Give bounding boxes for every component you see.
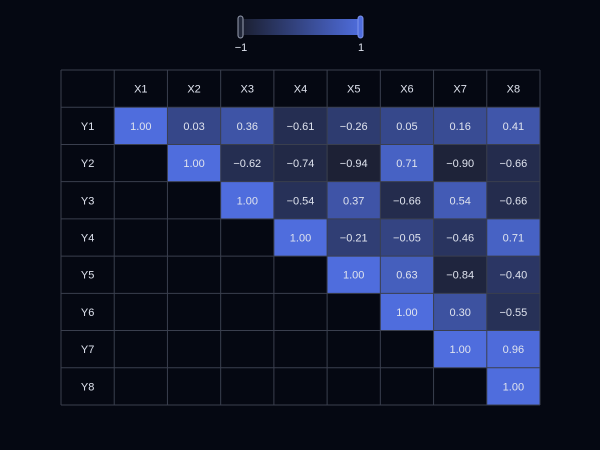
row-label: Y7 [81,344,94,356]
column-label: X2 [187,84,200,96]
legend-min-label: −1 [235,42,248,54]
heatmap-grid [60,69,541,406]
heatmap-cell [220,144,274,182]
heatmap-cell [486,330,540,368]
heatmap-cell [327,144,381,182]
heatmap-cell [486,218,540,257]
cell-value-label: 0.30 [449,307,470,319]
heatmap-cell [327,256,381,294]
heatmap-cell [380,218,434,257]
row-label: Y3 [81,195,94,207]
column-label: X3 [241,84,254,96]
cell-value-label: −0.46 [446,233,474,245]
heatmap-cell [433,107,487,145]
cell-value-label: 1.00 [503,381,524,393]
heatmap-cell [273,144,328,182]
heatmap-cell [273,107,328,145]
column-label: X8 [507,84,520,96]
heatmap-cell [486,293,540,331]
legend-gradient-bar [241,19,361,35]
cell-value-label: 1.00 [449,344,470,356]
row-label: Y5 [81,270,94,282]
heatmap-cell [273,218,328,257]
cell-value-label: 0.71 [396,158,417,170]
heatmap-cell [380,256,434,294]
cell-value-label: −0.90 [446,158,474,170]
cell-value-label: 0.03 [183,121,204,133]
heatmap-cell [486,256,540,294]
cell-value-label: −0.05 [393,233,421,245]
heatmap-cell [380,181,434,219]
heatmap-cells: 1.00 0.03 0.36 −0.61 −0.26 0.05 0.16 0.41 1.00 −0… [114,107,540,405]
cell-value-label: −0.66 [499,195,527,207]
heatmap-cell [486,367,540,405]
cell-value-label: −0.26 [340,121,368,133]
cell-value-label: −0.94 [340,158,368,170]
row-label: Y2 [81,158,94,170]
heatmap-cell [327,107,381,145]
heatmap-cell [327,218,381,257]
cell-value-label: −0.55 [499,307,527,319]
column-label: X6 [400,84,413,96]
cell-value-label: 0.54 [449,195,470,207]
heatmap-cell [486,181,540,219]
cell-value-label: −0.66 [393,195,421,207]
cell-value-label: 0.63 [396,270,417,282]
heatmap-cell [433,330,487,368]
column-label: X7 [453,84,466,96]
cell-value-label: 1.00 [343,270,364,282]
cell-value-label: −0.40 [499,270,527,282]
heatmap-cell [380,293,434,331]
row-labels: Y1 Y2 Y3 Y4 Y5 Y6 Y7 Y8 [81,121,94,394]
legend-max-handle[interactable] [357,15,364,39]
heatmap-cell [380,144,434,182]
heatmap-cell [433,144,487,182]
row-label: Y1 [81,121,94,133]
cell-value-label: 0.37 [343,195,364,207]
heatmap-cell [433,293,487,331]
column-label: X1 [134,84,147,96]
column-label: X5 [347,84,360,96]
cell-value-label: −0.62 [233,158,261,170]
cell-value-label: 0.71 [503,233,524,245]
cell-value-label: −0.61 [287,121,315,133]
heatmap-cell [486,144,540,182]
cell-value-label: 0.36 [237,121,258,133]
cell-value-label: −0.74 [287,158,315,170]
heatmap-cell [380,107,434,145]
cell-value-label: −0.21 [340,233,368,245]
heatmap-cell [433,256,487,294]
cell-value-label: −0.84 [446,270,474,282]
cell-value-label: 1.00 [130,121,151,133]
cell-value-label: 1.00 [396,307,417,319]
cell-value-label: 1.00 [290,233,311,245]
legend-min-handle[interactable] [237,15,244,39]
cell-value-label: 1.00 [237,195,258,207]
cell-value-label: −0.66 [499,158,527,170]
heatmap-cell [167,144,221,182]
legend-max-label: 1 [358,42,364,54]
heatmap-cell [433,218,487,257]
heatmap-cell [220,107,274,145]
heatmap-cell [167,107,221,145]
cell-value-label: −0.54 [287,195,315,207]
cell-value-label: 1.00 [183,158,204,170]
row-label: Y4 [81,233,94,245]
cell-value-label: 0.96 [503,344,524,356]
cell-value-label: 0.05 [396,121,417,133]
cell-value-label: 0.41 [503,121,524,133]
color-legend[interactable]: −1 1 [235,15,364,54]
cell-value-label: 0.16 [449,121,470,133]
heatmap-cell [114,107,168,145]
heatmap-cell [486,107,540,145]
heatmap-cell [327,181,381,219]
column-label: X4 [294,84,307,96]
heatmap-cell [273,181,328,219]
column-labels: X1 X2 X3 X4 X5 X6 X7 X8 [134,84,520,96]
row-label: Y8 [81,381,94,393]
heatmap-cell [220,181,274,219]
heatmap-cell [433,181,487,219]
row-label: Y6 [81,307,94,319]
